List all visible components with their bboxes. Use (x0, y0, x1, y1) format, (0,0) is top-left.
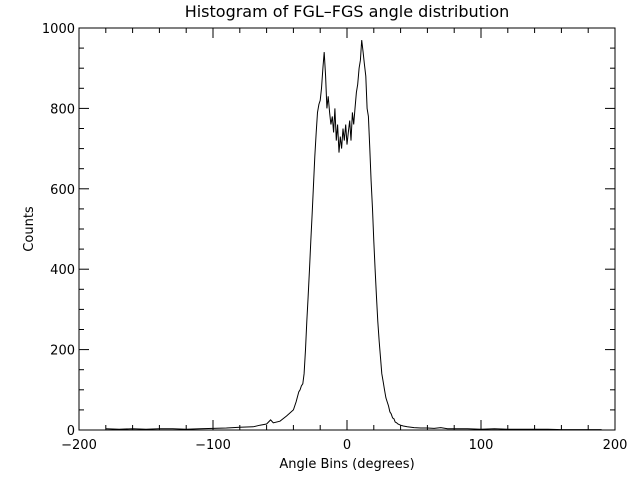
x-tick-label: 0 (343, 438, 351, 453)
chart-title: Histogram of FGL–FGS angle distribution (185, 2, 510, 21)
plot-frame (78, 27, 616, 431)
x-tick-label: −100 (195, 438, 231, 453)
y-tick-label: 1000 (42, 22, 75, 37)
histogram-line (105, 40, 602, 431)
y-tick-label: 0 (67, 424, 75, 439)
x-tick-label: 100 (469, 438, 494, 453)
y-axis-label: Counts (22, 206, 37, 252)
y-axis-ticks: 0 200 400 600 800 1000 (42, 22, 615, 439)
x-axis-label: Angle Bins (degrees) (279, 457, 414, 472)
x-tick-label: −200 (61, 438, 97, 453)
x-tick-label: 200 (603, 438, 628, 453)
y-tick-label: 200 (50, 344, 75, 359)
y-tick-label: 800 (50, 102, 75, 117)
x-axis-ticks: −200 −100 0 100 200 (61, 28, 627, 453)
y-tick-label: 600 (50, 183, 75, 198)
y-tick-label: 400 (50, 263, 75, 278)
